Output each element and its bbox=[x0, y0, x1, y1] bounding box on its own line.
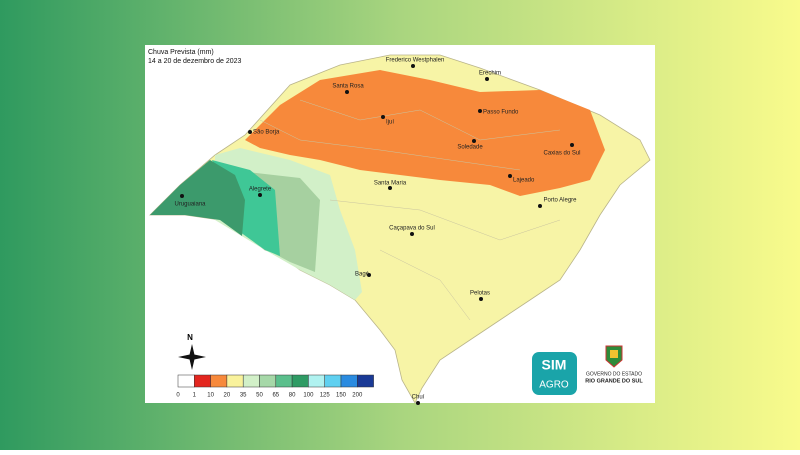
legend-label: 65 bbox=[272, 393, 279, 399]
map-subtitle: 14 a 20 de dezembro de 2023 bbox=[148, 58, 242, 65]
city-label: Porto Alegre bbox=[543, 198, 577, 204]
map-title: Chuva Prevista (mm) bbox=[148, 49, 214, 56]
legend-swatch bbox=[340, 374, 358, 388]
legend-swatch bbox=[324, 374, 342, 388]
legend-label: 100 bbox=[303, 393, 314, 399]
city-dot bbox=[416, 401, 420, 405]
government-text: RIO GRANDE DO SUL bbox=[585, 378, 643, 384]
city-label: São Borja bbox=[253, 130, 280, 136]
government-logo: GOVERNO DO ESTADO RIO GRANDE DO SUL bbox=[585, 345, 643, 384]
city-dot bbox=[411, 64, 415, 68]
city-label: Bagé bbox=[355, 272, 370, 278]
city-label: Caçapava do Sul bbox=[389, 226, 435, 232]
sim-agro-logo: SIM AGRO bbox=[532, 352, 577, 395]
legend-label: 50 bbox=[256, 393, 263, 399]
city-dot bbox=[479, 297, 483, 301]
city-label: Passo Fundo bbox=[483, 110, 519, 116]
legend-label: 80 bbox=[289, 393, 296, 399]
city-label: Ijuí bbox=[386, 120, 394, 126]
city-dot bbox=[388, 186, 392, 190]
city-label: Caxias do Sul bbox=[543, 151, 580, 157]
city-label: Frederico Westphalen bbox=[386, 58, 445, 64]
legend-swatch bbox=[275, 374, 293, 388]
legend-swatch bbox=[194, 374, 211, 388]
city-label: Uruguaiana bbox=[174, 202, 206, 208]
city-dot bbox=[345, 90, 349, 94]
government-text: GOVERNO DO ESTADO bbox=[586, 371, 642, 377]
city-label: Lajeado bbox=[513, 178, 535, 184]
legend-swatch bbox=[226, 374, 244, 388]
legend-label: 125 bbox=[320, 393, 331, 399]
city-label: Pelotas bbox=[470, 291, 490, 297]
state-map bbox=[149, 54, 651, 404]
legend-label: 1 bbox=[193, 393, 197, 399]
city-dot bbox=[248, 130, 252, 134]
city-dot bbox=[538, 204, 542, 208]
logo-text: AGRO bbox=[539, 380, 569, 391]
logo-text: SIM bbox=[542, 357, 567, 373]
legend-label: 10 bbox=[207, 393, 214, 399]
legend-swatch bbox=[291, 374, 309, 388]
city-label: Santa Maria bbox=[374, 181, 407, 187]
city-dot bbox=[381, 115, 385, 119]
city-dot bbox=[485, 77, 489, 81]
north-arrow: N bbox=[178, 333, 206, 370]
city-dot bbox=[570, 143, 574, 147]
legend-label: 200 bbox=[352, 393, 363, 399]
city-label: Erechim bbox=[479, 71, 501, 77]
city-dot bbox=[478, 109, 482, 113]
city-dot bbox=[258, 193, 262, 197]
north-label: N bbox=[187, 333, 193, 342]
city-dot bbox=[472, 139, 476, 143]
cities: Frederico Westphalen Erechim Santa Rosa Pas… bbox=[174, 58, 581, 405]
city-label: Santa Rosa bbox=[332, 84, 364, 90]
legend-swatch bbox=[177, 374, 195, 388]
legend-label: 35 bbox=[240, 393, 247, 399]
legend-swatch bbox=[357, 374, 374, 388]
legend-swatch bbox=[242, 374, 260, 388]
city-label: Chuí bbox=[412, 395, 425, 401]
city-label: Alegrete bbox=[249, 187, 272, 193]
city-dot bbox=[367, 273, 371, 277]
city-dot bbox=[508, 174, 512, 178]
city-label: Soledade bbox=[457, 145, 483, 151]
city-dot bbox=[410, 232, 414, 236]
legend-label: 0 bbox=[176, 393, 180, 399]
legend-label: 20 bbox=[224, 393, 231, 399]
legend-swatch bbox=[210, 374, 228, 388]
city-dot bbox=[180, 194, 184, 198]
legend: 0 1 10 20 35 50 65 80 100 125 150 200 bbox=[176, 374, 374, 399]
legend-label: 150 bbox=[336, 393, 347, 399]
legend-swatch bbox=[259, 374, 277, 388]
legend-swatch bbox=[308, 374, 325, 388]
